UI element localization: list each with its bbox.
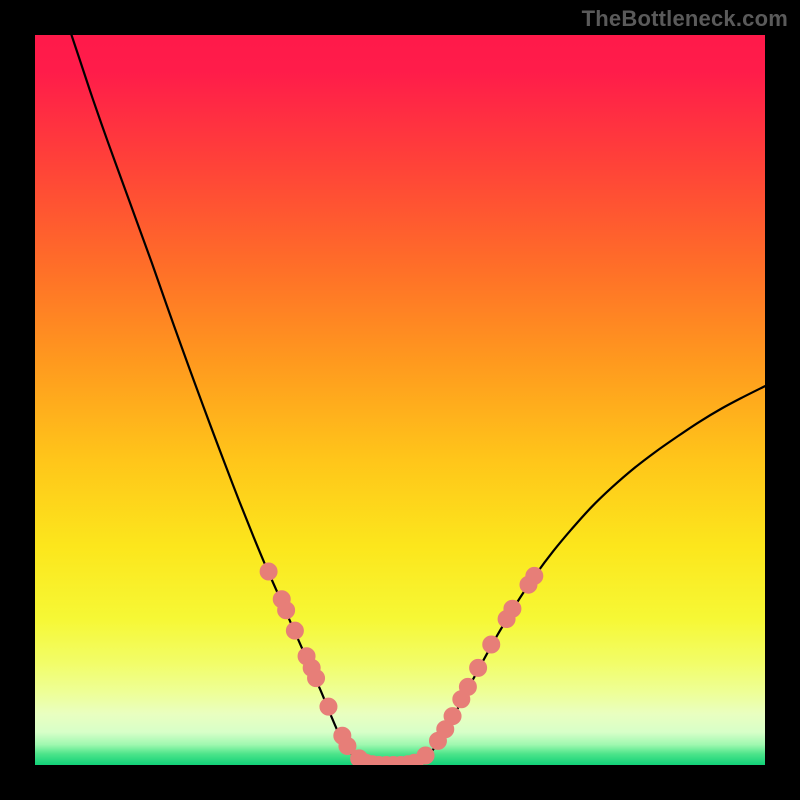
data-marker	[417, 747, 434, 764]
background-gradient	[35, 35, 765, 765]
plot-area	[35, 35, 765, 765]
data-marker	[260, 563, 277, 580]
data-marker	[278, 602, 295, 619]
data-marker	[459, 678, 476, 695]
data-marker	[320, 698, 337, 715]
data-marker	[308, 670, 325, 687]
data-marker	[286, 622, 303, 639]
data-marker	[526, 567, 543, 584]
chart-frame: TheBottleneck.com	[0, 0, 800, 800]
data-marker	[444, 708, 461, 725]
watermark-text: TheBottleneck.com	[582, 6, 788, 32]
data-marker	[483, 636, 500, 653]
plot-svg	[35, 35, 765, 765]
data-marker	[470, 659, 487, 676]
data-marker	[504, 600, 521, 617]
